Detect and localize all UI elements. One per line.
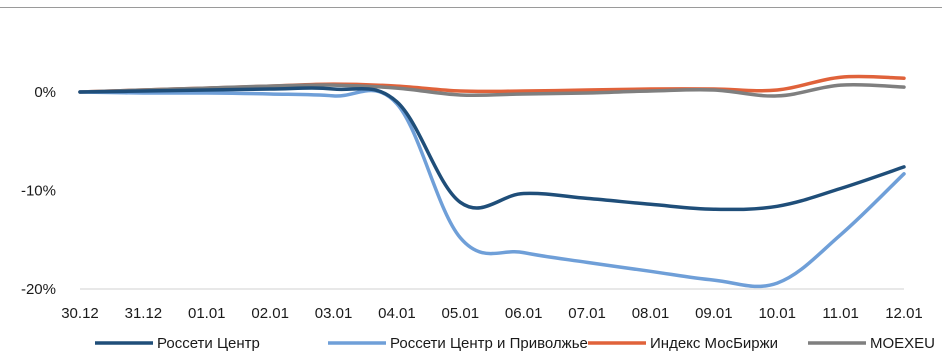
legend-label: MOEXEU [870,335,935,352]
x-tick-label: 06.01 [505,305,543,322]
series-line-1 [78,88,906,289]
legend: Россети Центр Россети Центр и Приволжье Ин… [95,335,935,352]
x-tick-label: 12.01 [885,305,923,322]
y-tick-label: -10% [21,183,56,200]
top-divider [0,7,942,8]
series-line-0 [78,86,906,212]
x-tick-label: 31.12 [125,305,163,322]
x-tick-label: 09.01 [695,305,733,322]
legend-label: Россети Центр и Приволжье [390,335,588,352]
series-line-3 [78,82,906,98]
y-tick-label: -20% [21,281,56,298]
series-lines [78,74,906,289]
x-tick-label: 11.01 [822,305,858,322]
legend-label: Индекс МосБиржи [650,335,778,352]
x-tick-label: 03.01 [315,305,353,322]
y-axis-labels: 0% -10% -20% [21,84,56,298]
x-tick-label: 30.12 [61,305,99,322]
y-tick-label: 0% [34,84,56,101]
x-tick-label: 05.01 [442,305,480,322]
x-tick-label: 01.01 [188,305,226,322]
x-tick-label: 04.01 [378,305,416,322]
x-tick-label: 07.01 [568,305,606,322]
x-tick-label: 10.01 [758,305,796,322]
x-tick-label: 02.01 [251,305,289,322]
legend-label: Россети Центр [157,335,260,352]
x-tick-label: 08.01 [632,305,670,322]
x-axis-labels: 30.12 31.12 01.01 02.01 03.01 04.01 05.01 06.01… [61,305,923,322]
